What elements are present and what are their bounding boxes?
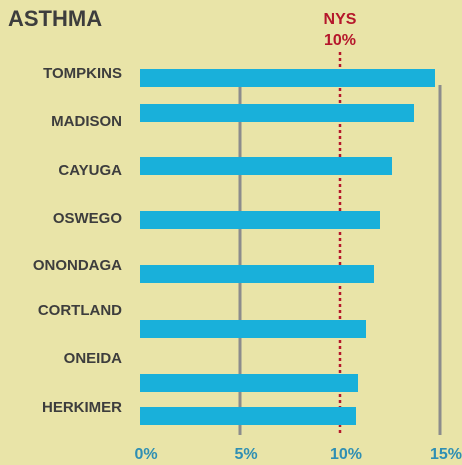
bar: [140, 407, 356, 425]
y-tick-label: MADISON: [51, 113, 122, 130]
bar: [140, 320, 366, 338]
y-tick-label: OSWEGO: [53, 210, 123, 227]
x-tick-label: 15%: [430, 446, 462, 463]
bar: [140, 104, 414, 122]
reference-name: NYS: [324, 11, 357, 28]
x-tick-label: 0%: [134, 446, 157, 463]
y-tick-label: TOMPKINS: [43, 65, 122, 82]
y-tick-label: CAYUGA: [58, 162, 122, 179]
bar: [140, 157, 392, 175]
bar: [140, 211, 380, 229]
x-tick-label: 10%: [330, 446, 362, 463]
y-tick-label: ONEIDA: [64, 350, 123, 367]
x-tick-label: 5%: [234, 446, 257, 463]
y-tick-label: CORTLAND: [38, 302, 122, 319]
bar: [140, 265, 374, 283]
y-tick-label: ONONDAGA: [33, 257, 122, 274]
reference-label: 10%: [324, 32, 356, 49]
chart-title: ASTHMA: [8, 6, 102, 31]
y-tick-label: HERKIMER: [42, 399, 122, 416]
bar: [140, 374, 358, 392]
bar: [140, 69, 435, 87]
